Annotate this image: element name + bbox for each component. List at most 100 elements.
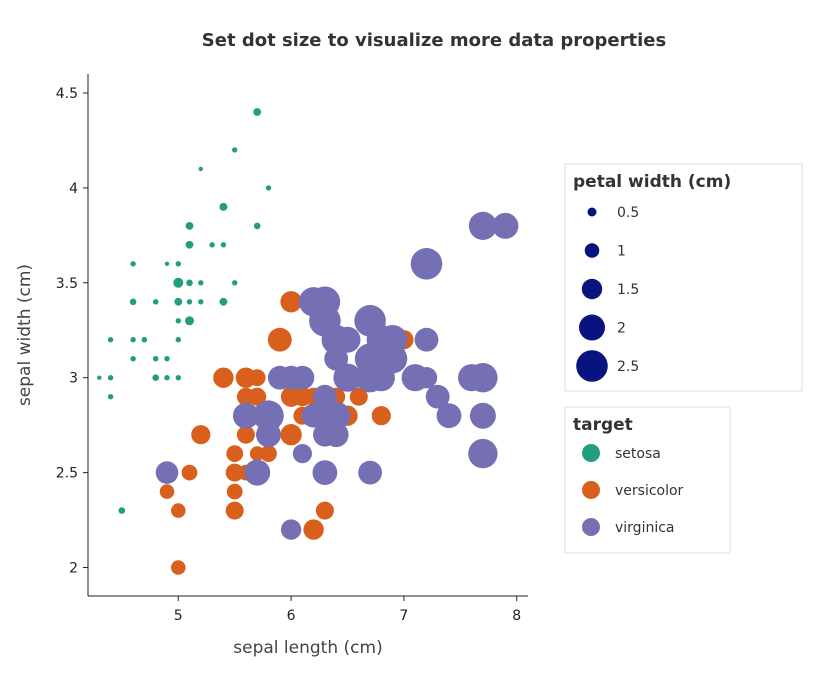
point-versicolor-7 [159, 484, 175, 499]
x-tick-label: 7 [399, 608, 408, 624]
point-virginica-31 [492, 212, 519, 239]
point-versicolor-29 [249, 446, 265, 461]
x-tick-label: 6 [287, 608, 296, 624]
point-setosa-43 [173, 277, 184, 288]
point-virginica-42 [256, 422, 281, 448]
x-tick-label: 5 [174, 608, 183, 624]
point-versicolor-37 [315, 501, 334, 520]
chart-title: Set dot size to visualize more data prop… [202, 30, 666, 51]
point-virginica-23 [313, 422, 337, 447]
point-setosa-24 [153, 299, 159, 305]
size-legend: petal width (cm) 0.5 1 1.5 2 2.5 [564, 163, 803, 392]
point-versicolor-34 [213, 367, 234, 388]
y-tick-label: 2.5 [56, 466, 78, 482]
point-virginica-46 [312, 460, 338, 485]
point-virginica-13 [244, 459, 271, 486]
point-setosa-35 [175, 337, 181, 343]
point-setosa-10 [220, 242, 227, 248]
point-versicolor-39 [225, 463, 244, 482]
point-setosa-30 [153, 356, 159, 362]
point-virginica-33 [314, 405, 336, 426]
point-virginica-7 [425, 384, 450, 409]
point-virginica-21 [232, 402, 259, 429]
point-setosa-25 [175, 375, 181, 381]
color-legend-label: versicolor [615, 483, 684, 499]
size-legend-box [564, 163, 803, 392]
point-setosa-13 [97, 375, 102, 380]
point-virginica-37 [324, 346, 349, 371]
y-tick-label: 2 [69, 561, 78, 577]
color-legend-label: virginica [615, 520, 675, 536]
point-versicolor-3 [225, 501, 244, 520]
point-setosa-41 [118, 507, 126, 514]
point-setosa-14 [265, 185, 272, 191]
point-versicolor-45 [248, 369, 266, 387]
point-setosa-49 [175, 318, 181, 324]
point-virginica-14 [253, 400, 284, 432]
point-virginica-9 [410, 247, 443, 280]
point-setosa-4 [175, 261, 181, 267]
point-setosa-1 [164, 375, 170, 381]
point-versicolor-44 [236, 425, 255, 444]
size-legend-label: 1 [617, 244, 626, 260]
size-legend-swatch [576, 350, 608, 382]
point-versicolor-46 [248, 387, 267, 406]
point-setosa-32 [198, 166, 203, 172]
point-virginica-45 [355, 363, 385, 393]
point-versicolor-31 [227, 484, 242, 499]
point-setosa-8 [107, 394, 114, 400]
color-legend-swatch-setosa [582, 444, 600, 462]
point-virginica-29 [415, 367, 438, 389]
point-virginica-34 [292, 444, 312, 464]
point-versicolor-43 [171, 503, 186, 518]
size-legend-label: 0.5 [617, 205, 639, 221]
point-setosa-28 [198, 299, 204, 305]
color-legend-title: target [573, 415, 633, 435]
point-setosa-15 [253, 108, 262, 116]
point-virginica-15 [321, 325, 351, 355]
x-axis-ticks: 5 6 7 8 [174, 596, 521, 624]
point-setosa-34 [164, 356, 170, 362]
point-versicolor-9 [191, 425, 211, 445]
point-setosa-45 [152, 374, 159, 382]
point-versicolor-35 [280, 291, 302, 313]
point-setosa-48 [209, 242, 215, 248]
plot-area: 5 6 7 8 2 2.5 3 3.5 4 4.5 [56, 74, 528, 624]
y-tick-label: 3 [69, 371, 78, 387]
point-versicolor-40 [226, 445, 244, 462]
size-legend-label: 2.5 [617, 359, 639, 375]
point-virginica-44 [354, 305, 386, 337]
point-versicolor-20 [267, 327, 292, 352]
size-legend-label: 1.5 [617, 282, 639, 298]
point-virginica-17 [468, 211, 497, 240]
point-versicolor-42 [260, 445, 277, 462]
point-setosa-47 [130, 337, 136, 343]
point-setosa-36 [232, 280, 238, 286]
point-virginica-6 [155, 461, 179, 484]
size-legend-swatch [581, 278, 603, 300]
size-legend-items: 0.5 1 1.5 2 2.5 [576, 205, 639, 382]
point-setosa-29 [141, 337, 148, 343]
y-tick-label: 4.5 [56, 86, 78, 102]
point-versicolor-18 [303, 519, 324, 540]
point-virginica-47 [334, 364, 361, 391]
point-virginica-48 [298, 287, 329, 317]
size-legend-label: 2 [617, 321, 626, 337]
point-virginica-49 [267, 365, 292, 390]
size-legend-swatch [584, 243, 600, 258]
x-tick-label: 8 [512, 608, 521, 624]
point-setosa-38 [107, 375, 114, 381]
point-virginica-25 [414, 327, 439, 352]
point-setosa-39 [186, 299, 193, 305]
point-setosa-3 [130, 356, 136, 362]
color-legend-swatch-versicolor [582, 481, 600, 499]
point-versicolor-26 [371, 406, 391, 426]
size-legend-title: petal width (cm) [573, 172, 731, 192]
point-setosa-37 [164, 261, 170, 266]
point-virginica-3 [313, 384, 337, 409]
size-legend-swatch [579, 314, 605, 341]
point-setosa-16 [219, 203, 228, 211]
point-setosa-31 [219, 297, 228, 306]
point-setosa-6 [129, 298, 137, 306]
